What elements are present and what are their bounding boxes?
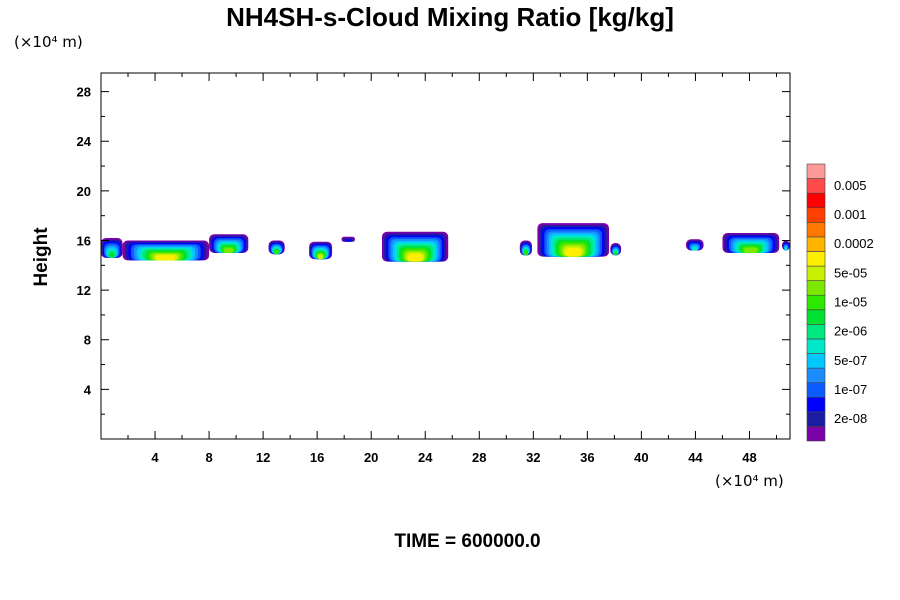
colorbar-swatch — [806, 338, 826, 354]
colorbar-swatch — [806, 192, 826, 209]
colorbar-swatch — [806, 309, 826, 325]
plot-frame — [100, 72, 791, 440]
x-tick-label: 20 — [364, 450, 378, 465]
cloud-patch-3-level-9 — [274, 250, 279, 255]
colorbar-label: 0.0002 — [834, 236, 874, 251]
colorbar-label: 0.001 — [834, 207, 867, 222]
x-tick-label: 16 — [310, 450, 324, 465]
colorbar-swatch — [806, 280, 826, 296]
y-tick-label: 20 — [77, 184, 91, 199]
colorbar-label: 1e-07 — [834, 382, 867, 397]
y-tick-label: 24 — [77, 134, 92, 149]
x-axis: 4 8 12 16 20 24 28 32 36 40 44 48 — [100, 73, 777, 465]
cloud-patch-11-level-10 — [744, 247, 758, 253]
x-tick-label: 36 — [580, 450, 594, 465]
colorbar-swatch — [806, 178, 826, 194]
cloud-patch-8-level-12 — [565, 247, 582, 257]
cloud-patch-7-level-9 — [524, 251, 528, 256]
y-axis-unit: (×10⁴ m) — [14, 33, 83, 51]
cloud-field — [101, 223, 790, 262]
time-label: TIME = 600000.0 — [394, 531, 541, 552]
colorbar-swatch — [806, 294, 826, 311]
colorbar-swatch — [806, 251, 826, 267]
cloud-patch-12-level-6 — [784, 247, 788, 251]
x-axis-unit: (×10⁴ m) — [715, 472, 784, 490]
y-tick-label: 28 — [77, 85, 91, 100]
y-tick-label: 16 — [77, 233, 91, 248]
y-tick-label: 12 — [77, 283, 91, 298]
x-tick-label: 8 — [205, 450, 212, 465]
colorbar-swatch — [806, 222, 826, 238]
colorbar-swatch — [806, 324, 826, 340]
colorbar-label: 0.005 — [834, 178, 867, 193]
y-tick-label: 8 — [84, 333, 91, 348]
colorbar-swatch — [806, 367, 826, 383]
x-tick-label: 24 — [418, 450, 433, 465]
colorbar-swatch — [806, 236, 826, 252]
cloud-patch-6-level-12 — [407, 253, 423, 262]
y-axis: 4 8 12 16 20 24 28 — [77, 85, 790, 440]
cloud-patch-0-level-8 — [109, 252, 115, 258]
colorbar-swatch — [806, 207, 826, 223]
colorbar-swatch — [806, 396, 826, 413]
colorbar-swatch — [806, 265, 826, 281]
x-tick-label: 4 — [151, 450, 159, 465]
colorbar-label: 2e-08 — [834, 411, 867, 426]
cloud-patch-2-level-10 — [224, 247, 234, 253]
cloud-patch-1-level-12 — [156, 255, 176, 261]
x-tick-label: 32 — [526, 450, 540, 465]
cloud-patch-10-level-6 — [692, 246, 698, 251]
cloud-patch-9-level-8 — [614, 251, 618, 256]
cloud-patch-5-level-2 — [345, 239, 352, 242]
x-tick-label: 28 — [472, 450, 486, 465]
cloud-patch-4-level-11 — [317, 254, 324, 260]
x-tick-label: 48 — [742, 450, 756, 465]
x-tick-label: 12 — [256, 450, 270, 465]
chart-title: NH4SH-s-Cloud Mixing Ratio [kg/kg] — [226, 2, 674, 32]
y-tick-label: 4 — [84, 382, 92, 397]
colorbar-label: 5e-07 — [834, 353, 867, 368]
colorbar-swatch — [806, 353, 826, 369]
colorbar-label: 1e-05 — [834, 295, 867, 310]
colorbar-swatch — [806, 426, 826, 442]
x-tick-label: 44 — [688, 450, 703, 465]
colorbar-label: 5e-05 — [834, 265, 867, 280]
colorbar-swatch — [806, 382, 826, 398]
colorbar-legend: 2e-08 1e-07 5e-07 2e-06 1e-05 5e-05 0.0002 0.00… — [806, 163, 874, 442]
x-tick-label: 40 — [634, 450, 648, 465]
colorbar-swatch — [806, 163, 826, 179]
colorbar-swatch — [806, 411, 826, 427]
colorbar-label: 2e-06 — [834, 324, 867, 339]
